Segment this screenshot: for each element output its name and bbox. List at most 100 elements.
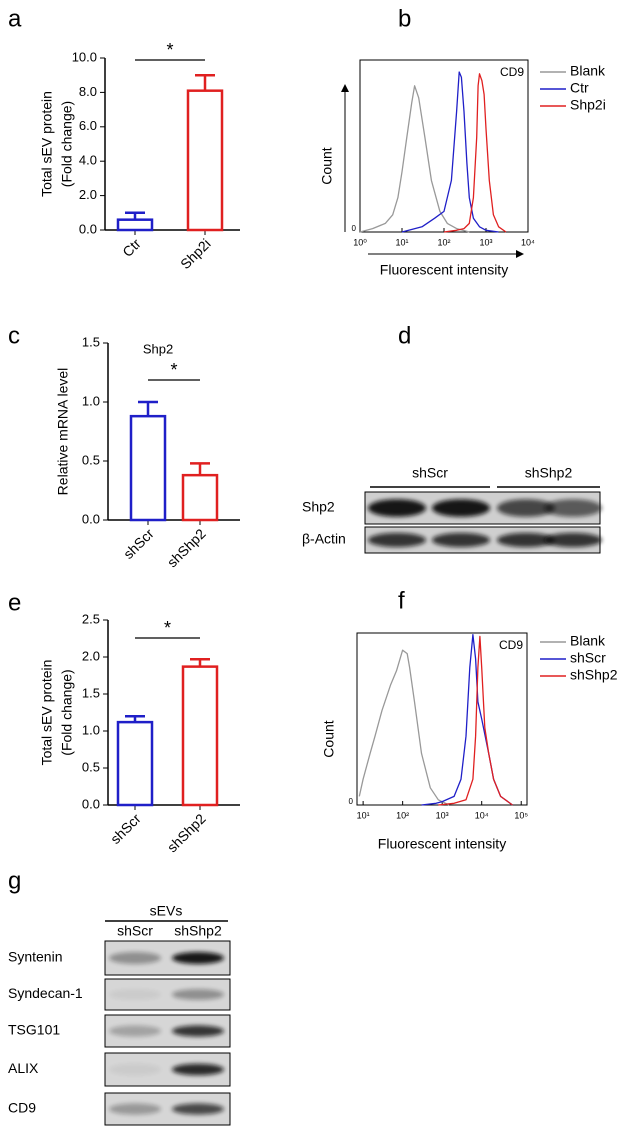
blot-band: [544, 532, 602, 548]
x-tick-label: 10⁵: [514, 810, 528, 820]
significance-mark: *: [164, 618, 171, 638]
legend-label: Ctr: [570, 80, 589, 96]
blot-band: [172, 952, 224, 964]
legend-label: Blank: [570, 63, 606, 79]
row-label: Shp2: [302, 499, 335, 515]
blot-band: [109, 1103, 161, 1115]
blot-header: sEVs: [150, 903, 183, 919]
panel-label: e: [8, 589, 21, 616]
blot-band: [172, 1103, 224, 1115]
series-line: [438, 635, 513, 806]
legend-label: Blank: [570, 633, 606, 649]
blot-band: [497, 499, 555, 517]
panel-label: d: [398, 322, 411, 349]
series-line: [401, 71, 499, 233]
legend-label: Shp2i: [570, 97, 606, 113]
y-tick-label: 2.0: [82, 648, 100, 663]
blot-band: [109, 989, 161, 1000]
y-axis-label: Relative mRNA level: [55, 368, 71, 496]
series-line: [421, 634, 513, 806]
x-tick-label: Ctr: [119, 235, 144, 260]
blot-band: [109, 1025, 161, 1037]
y-tick-label: 0.5: [82, 759, 100, 774]
panel-label: c: [8, 322, 20, 349]
chart-title: Shp2: [143, 341, 173, 356]
bar: [129, 414, 167, 522]
y-tick-label: 1.0: [82, 393, 100, 408]
panel-label: f: [398, 587, 405, 614]
plot-frame: [359, 59, 529, 233]
panel-label: a: [8, 5, 22, 32]
row-label: β-Actin: [302, 531, 346, 547]
lane-label: shShp2: [174, 923, 222, 939]
y-tick-label: 6.0: [79, 118, 97, 133]
lane-label: shScr: [117, 923, 153, 939]
y-tick-label: 0.5: [82, 452, 100, 467]
y-tick-label: 2.5: [82, 611, 100, 626]
blot-band: [109, 1063, 161, 1076]
series-line: [359, 85, 470, 233]
x-tick-label: shScr: [120, 525, 157, 562]
row-label: Syndecan-1: [8, 985, 83, 1001]
x-tick-label: shShp2: [164, 810, 209, 855]
blot-band: [432, 532, 490, 548]
blot-band: [432, 499, 490, 517]
y-axis-label: Total sEV protein: [39, 91, 55, 197]
y-tick-label: 1.0: [82, 722, 100, 737]
bar: [181, 473, 219, 522]
legend-label: shShp2: [570, 667, 618, 683]
x-axis-label: Fluorescent intensity: [380, 262, 508, 278]
panel-label: b: [398, 5, 411, 32]
x-tick-label: 10¹: [395, 237, 408, 247]
x-tick-label: 10⁴: [475, 810, 489, 820]
blot-band: [172, 1063, 224, 1076]
significance-mark: *: [170, 360, 177, 380]
blot-band: [497, 532, 555, 548]
lane-group-label: shScr: [412, 465, 448, 481]
bar: [186, 89, 224, 232]
lane-group-label: shShp2: [525, 465, 573, 481]
y-tick-label: 0.0: [82, 796, 100, 811]
blot-band: [172, 1025, 224, 1037]
row-label: Syntenin: [8, 949, 62, 965]
x-axis-label: Fluorescent intensity: [378, 836, 506, 852]
blot-band: [172, 989, 224, 1000]
x-tick-label: 10⁴: [521, 237, 535, 247]
x-tick-label: 10³: [436, 810, 449, 820]
y-tick-label: 8.0: [79, 84, 97, 99]
error-bar: [190, 657, 210, 667]
y-axis-label: Count: [319, 147, 335, 184]
panel-label: g: [8, 867, 21, 894]
plot-frame: [356, 632, 528, 806]
bar: [116, 218, 154, 232]
y-tick-label: 0.0: [82, 511, 100, 526]
annotation: CD9: [500, 65, 524, 79]
y-tick-label: 4.0: [79, 153, 97, 168]
blot-band: [109, 952, 161, 964]
blot-band: [544, 499, 602, 517]
error-bar: [125, 714, 145, 723]
x-tick-label: 10²: [437, 237, 450, 247]
y-tick-label: 10.0: [72, 49, 97, 64]
x-tick-label: 10²: [396, 810, 409, 820]
series-line: [443, 73, 507, 233]
y-tick-label: 0: [349, 797, 354, 806]
row-label: ALIX: [8, 1060, 39, 1076]
y-axis-label: (Fold change): [59, 101, 75, 187]
error-bar: [190, 462, 210, 476]
error-bar: [138, 400, 158, 417]
x-tick-label: 10⁰: [353, 237, 367, 247]
y-axis-label: (Fold change): [59, 669, 75, 755]
x-tick-label: Shp2i: [177, 235, 214, 272]
blot-band: [368, 499, 426, 517]
series-line: [358, 649, 450, 806]
x-tick-label: 10¹: [357, 810, 370, 820]
y-tick-label: 2.0: [79, 187, 97, 202]
y-axis-label: Total sEV protein: [39, 660, 55, 766]
y-tick-label: 0.0: [79, 221, 97, 236]
x-tick-label: 10³: [479, 237, 492, 247]
error-bar: [125, 211, 145, 220]
y-tick-label: 1.5: [82, 334, 100, 349]
x-tick-label: shShp2: [164, 525, 209, 570]
